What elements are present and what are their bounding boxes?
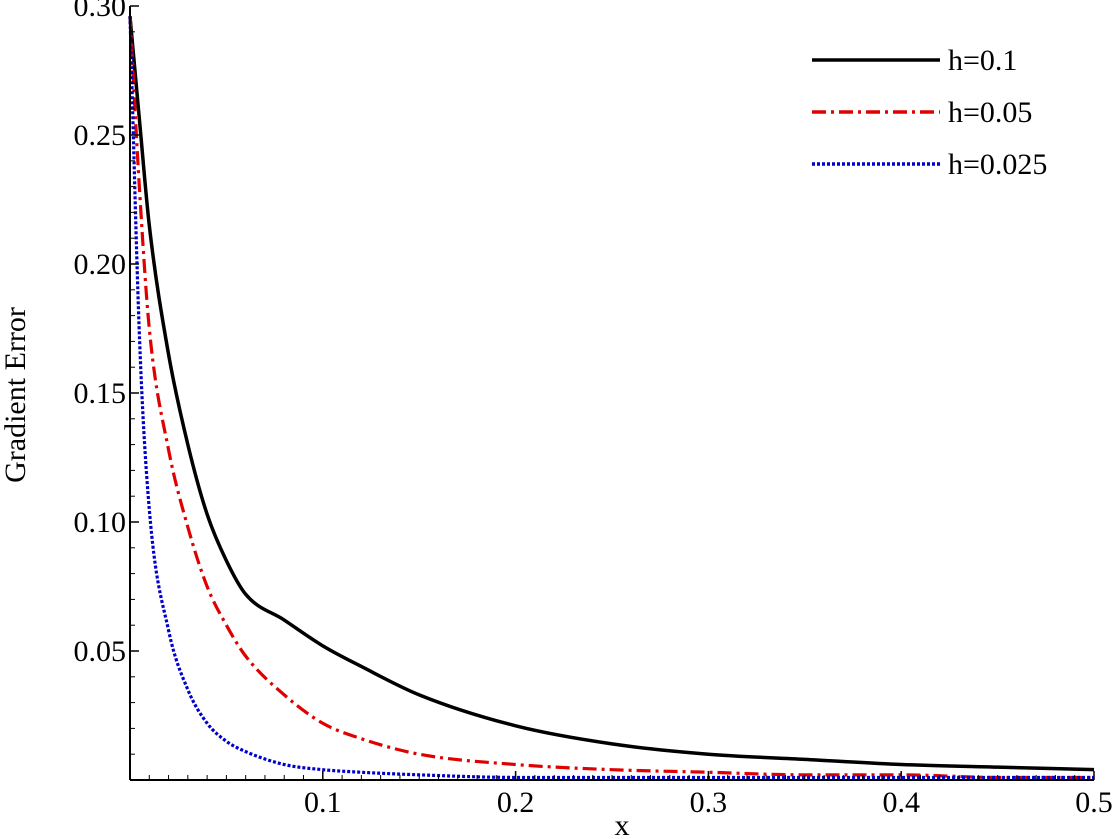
x-tick-label: 0.1 [304,786,342,819]
x-tick-label: 0.3 [690,786,728,819]
series-line-h-0-025 [128,16,1095,780]
y-tick-label: 0.20 [74,248,127,281]
x-tick-label: 0.2 [497,786,535,819]
ticks-layer: 0.05 0.10 0.15 0.20 0.25 0.30 0.1 0.2 0.3 0.4 0.5 [74,0,1113,819]
x-axis-title: x [615,809,630,839]
series-layer [128,16,1095,780]
legend-label: h=0.05 [948,96,1032,129]
y-tick-label: 0.25 [74,119,127,152]
y-axis-title: Gradient Error [0,307,32,483]
x-tick-label: 0.4 [882,786,920,819]
legend: h=0.1 h=0.05 h=0.025 [812,44,1047,181]
series-line-h-0-1 [128,16,1095,772]
y-tick-label: 0.05 [74,635,127,668]
series-line-h-0-05 [128,16,1095,780]
legend-label: h=0.1 [948,44,1017,77]
y-tick-label: 0.10 [74,506,127,539]
x-tick-label: 0.5 [1075,786,1113,819]
legend-label: h=0.025 [948,148,1047,181]
y-tick-label: 0.30 [74,0,127,23]
y-tick-label: 0.15 [74,377,127,410]
